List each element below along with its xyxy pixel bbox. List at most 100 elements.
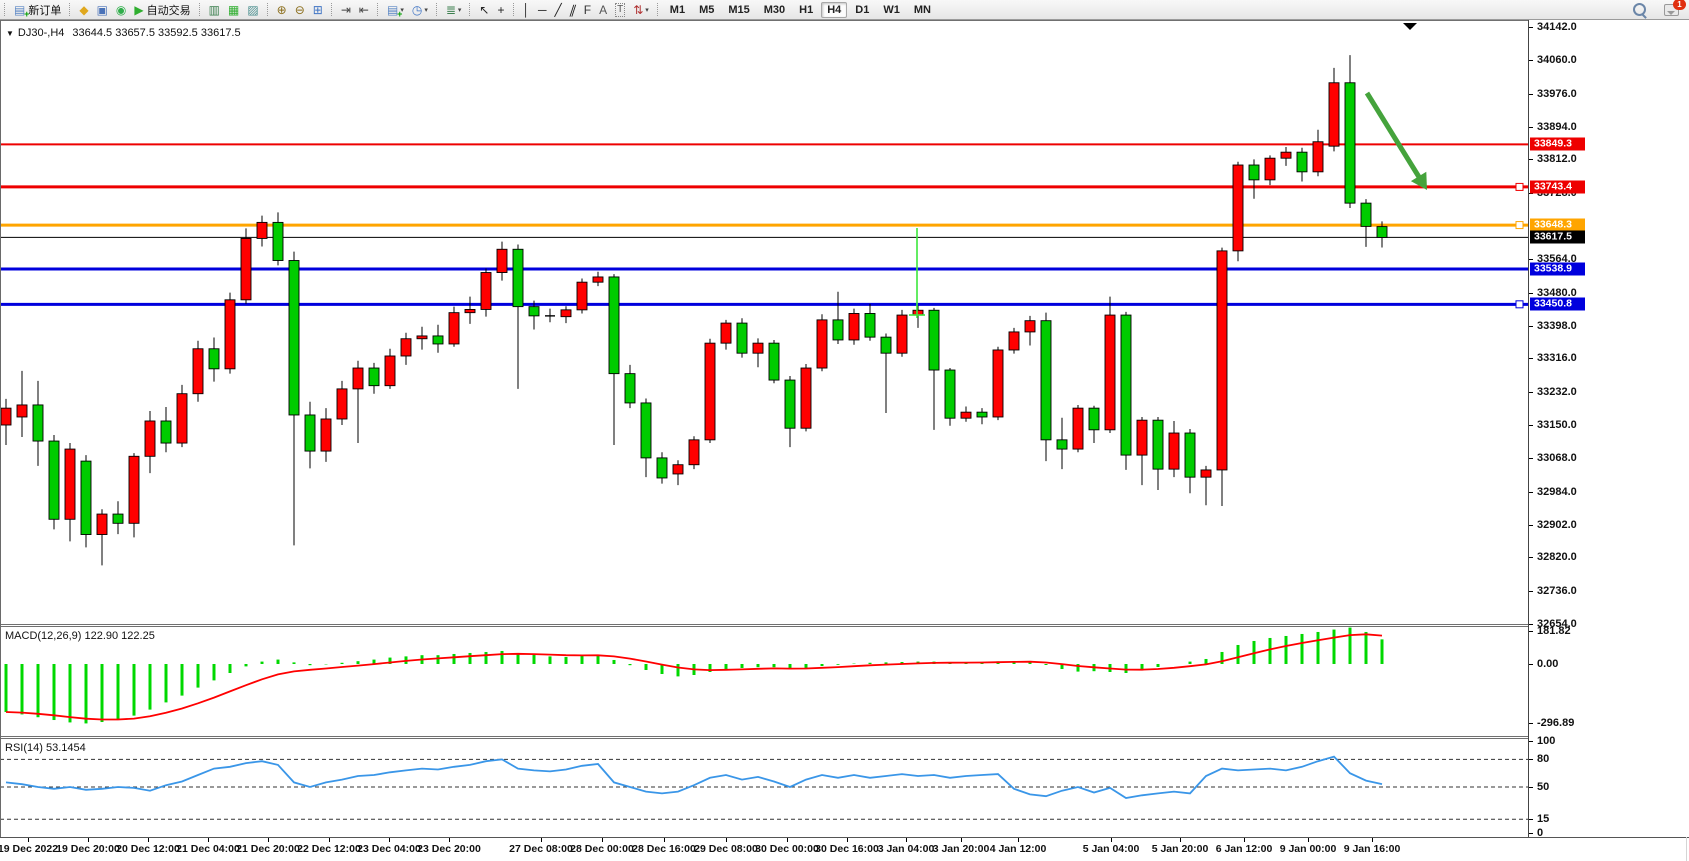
macd-panel[interactable]: MACD(12,26,9) 122.90 122.25	[0, 627, 1689, 736]
timeframe-h4-button[interactable]: H4	[821, 1, 848, 18]
horizontal-line-button[interactable]: ─	[535, 1, 550, 18]
toolbar-grip	[4, 3, 6, 16]
price-tick-label: 32654.0	[1537, 618, 1577, 630]
time-tick-label: 30 Dec 16:00	[815, 843, 879, 855]
time-tick	[726, 838, 727, 842]
chevron-down-icon[interactable]: ▼	[6, 28, 14, 38]
price-tick-label: 33232.0	[1537, 386, 1577, 399]
notifications-button[interactable]: 1	[1651, 0, 1686, 18]
bar-chart-button[interactable]: ▥	[206, 1, 223, 18]
price-tick	[1529, 557, 1533, 559]
search-button[interactable]	[1630, 1, 1649, 18]
timeframe-h1-button[interactable]: H1	[799, 3, 814, 16]
equidistant-channel-button[interactable]: ∥	[567, 1, 579, 18]
terminal-user-icon: ▣	[96, 2, 108, 17]
indicators-button[interactable]: ≣ ▾	[443, 1, 465, 18]
autotrading-button[interactable]: ▶ 自动交易	[131, 1, 193, 18]
terminal-button[interactable]: ▣	[94, 1, 111, 18]
chart-shift-button[interactable]: ⇤	[356, 1, 372, 18]
price-tick-label: 33812.0	[1537, 153, 1577, 166]
cursor-icon: ↖	[479, 2, 490, 17]
time-tick	[602, 838, 603, 842]
tile-windows-icon: ⊞	[312, 2, 323, 17]
price-tick	[1529, 624, 1533, 625]
dropdown-arrow-icon: ▾	[424, 6, 428, 14]
time-tick-label: 4 Jan 12:00	[989, 843, 1047, 855]
rsi-label: RSI(14) 53.1454	[5, 742, 86, 754]
cursor-button[interactable]: ↖	[476, 1, 492, 18]
candlestick-chart-button[interactable]: ▦	[225, 1, 242, 18]
vertical-line-icon: │	[522, 2, 531, 17]
chart-ohlc-label: 33644.5 33657.5 33592.5 33617.5	[72, 27, 241, 39]
crosshair-button[interactable]: +	[494, 1, 507, 18]
time-tick-label: 30 Dec 00:00	[755, 843, 819, 855]
auto-scroll-button[interactable]: ⇥	[338, 1, 354, 18]
price-tick-label: 32902.0	[1537, 518, 1577, 531]
rsi-panel[interactable]: RSI(14) 53.1454	[0, 739, 1689, 837]
dropdown-arrow-icon: ▾	[645, 6, 649, 14]
price-tick	[1529, 93, 1533, 95]
fibonacci-button[interactable]: F	[581, 1, 594, 18]
macd-tick	[1529, 631, 1533, 632]
bar-chart-icon: ▥	[208, 2, 220, 17]
timeframe-mn-button[interactable]: MN	[913, 3, 931, 16]
rsi-tick	[1529, 759, 1533, 761]
arrow-tools-icon: ⇅	[633, 2, 644, 17]
price-tick	[1529, 27, 1533, 28]
toolbar-separator	[376, 3, 379, 16]
arrow-tools-button[interactable]: ⇅ ▾	[630, 1, 652, 18]
fibonacci-icon: F	[583, 2, 592, 17]
time-tick-label: 9 Jan 00:00	[1279, 843, 1337, 855]
time-tick	[906, 838, 907, 842]
profiles-button[interactable]: ◷ ▾	[409, 1, 431, 18]
toolbar-buttons: ▤ + 新订单 ◆ ▣ ◉ ▶ 自动交易 ▥ ▦ ▨ ⊕ ⊖ ⊞ ⇥ ⇤ ▤ + ▾ ◷ ▾ ≣ ▾ ↖ + │ ─ ╱ ∥ F A T ⇅ ▾ M…	[0, 0, 1629, 19]
time-tick-label: 27 Dec 08:00	[509, 843, 573, 855]
time-tick	[664, 838, 665, 842]
price-tick	[1529, 59, 1533, 61]
timeframe-m30-button[interactable]: M30	[763, 3, 786, 16]
timeframe-m1-button[interactable]: M1	[669, 3, 686, 16]
chart-shift-icon: ⇤	[358, 2, 369, 17]
timeframe-m15-button[interactable]: M15	[728, 3, 750, 16]
price-axis[interactable]: 34142.034060.033976.033894.033812.033728…	[1528, 20, 1689, 839]
zoom-out-button[interactable]: ⊖	[292, 1, 308, 18]
trendline-button[interactable]: ╱	[552, 1, 565, 18]
vertical-line-button[interactable]: │	[520, 1, 534, 18]
tile-windows-button[interactable]: ⊞	[310, 1, 326, 18]
zoom-in-icon: ⊕	[276, 2, 287, 17]
chart-tool-yellow-button[interactable]: ◆	[76, 1, 91, 18]
timeframe-d1-button[interactable]: D1	[855, 3, 870, 16]
timeframe-m5-button[interactable]: M5	[699, 3, 715, 16]
panel-splitter[interactable]	[0, 736, 1689, 739]
timeframe-w1-button[interactable]: W1	[883, 3, 900, 16]
new-order-button[interactable]: ▤ + 新订单	[11, 1, 64, 19]
zoom-in-button[interactable]: ⊕	[274, 1, 290, 18]
macd-tick	[1529, 723, 1533, 725]
chart-title: ▼ DJ30-,H4 33644.5 33657.5 33592.5 33617…	[6, 27, 241, 39]
toolbar: ▤ + 新订单 ◆ ▣ ◉ ▶ 自动交易 ▥ ▦ ▨ ⊕ ⊖ ⊞ ⇥ ⇤ ▤ + ▾ ◷ ▾ ≣ ▾ ↖ + │ ─ ╱ ∥ F A T ⇅ ▾ M…	[0, 0, 1689, 20]
panel-splitter[interactable]	[0, 624, 1689, 627]
time-axis[interactable]: 19 Dec 2022 19 Dec 20:00 20 Dec 12:00 21 De…	[0, 837, 1689, 861]
price-tick-label: 32984.0	[1537, 485, 1577, 498]
price-tick	[1529, 524, 1533, 526]
macd-tick-label: 181.82	[1537, 625, 1571, 637]
time-tick	[1308, 838, 1309, 842]
signals-button[interactable]: ◉	[113, 1, 129, 18]
time-tick-label: 21 Dec 20:00	[236, 843, 300, 855]
text-button[interactable]: A	[596, 1, 610, 18]
line-chart-button[interactable]: ▨	[244, 1, 261, 18]
rsi-tick	[1529, 741, 1533, 742]
main-chart-panel[interactable]: ▼ DJ30-,H4 33644.5 33657.5 33592.5 33617…	[0, 20, 1689, 625]
toolbar-separator	[330, 3, 333, 16]
time-tick	[541, 838, 542, 842]
price-tick	[1529, 258, 1533, 260]
new-chart-button[interactable]: ▤ + ▾	[384, 1, 407, 19]
time-tick-label: 9 Jan 16:00	[1343, 843, 1401, 855]
plus-badge-icon: +	[397, 8, 403, 19]
price-tick-label: 32736.0	[1537, 585, 1577, 598]
toolbar-separator	[435, 3, 438, 16]
time-tick	[88, 838, 89, 842]
rsi-value: 53.1454	[45, 742, 86, 754]
text-label-button[interactable]: T	[612, 1, 628, 18]
